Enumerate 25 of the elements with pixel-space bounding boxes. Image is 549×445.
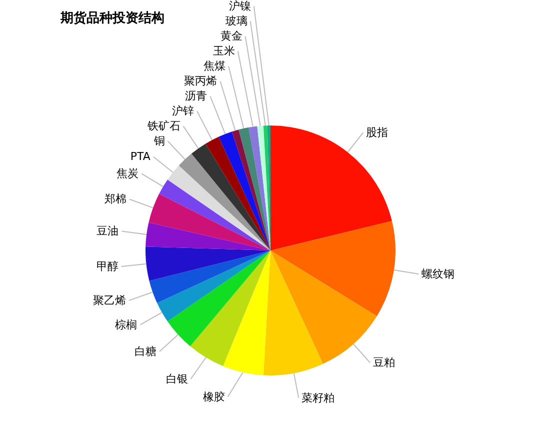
slice-label: 郑棉 (104, 192, 127, 206)
text: 期货品种投资结构 (60, 10, 164, 26)
slice-label: 聚丙烯 (184, 74, 218, 88)
slice-label: 豆粕 (373, 356, 396, 370)
slice-label: 棕榈 (115, 318, 138, 332)
slice-label: 菜籽粕 (302, 391, 335, 404)
slice-label: 铜 (152, 134, 165, 148)
slice-label: 焦炭 (116, 167, 139, 180)
slice-label: 白糖 (134, 344, 157, 358)
slice-label: 甲醇 (96, 260, 118, 273)
slice-label: 沥青 (185, 90, 208, 103)
slice-label: 沪镍 (228, 0, 251, 13)
slice-label: 玻璃 (225, 14, 248, 28)
slice-label: 铁矿石 (146, 120, 180, 133)
slice-label: 黄金 (220, 30, 242, 43)
slice-label: 聚乙烯 (93, 294, 126, 307)
slice-label: 白银 (166, 372, 188, 386)
slice-label: 豆油 (96, 224, 119, 238)
slice-label: 橡胶 (202, 390, 225, 404)
slice-label: 沪锌 (172, 104, 194, 118)
slice-label: 焦煤 (204, 60, 226, 73)
slice-label: PTA (130, 150, 151, 164)
slice-label: 螺纹钢 (422, 267, 455, 280)
slice-label: 玉米 (212, 44, 235, 58)
slice-label: 股指 (366, 126, 388, 140)
